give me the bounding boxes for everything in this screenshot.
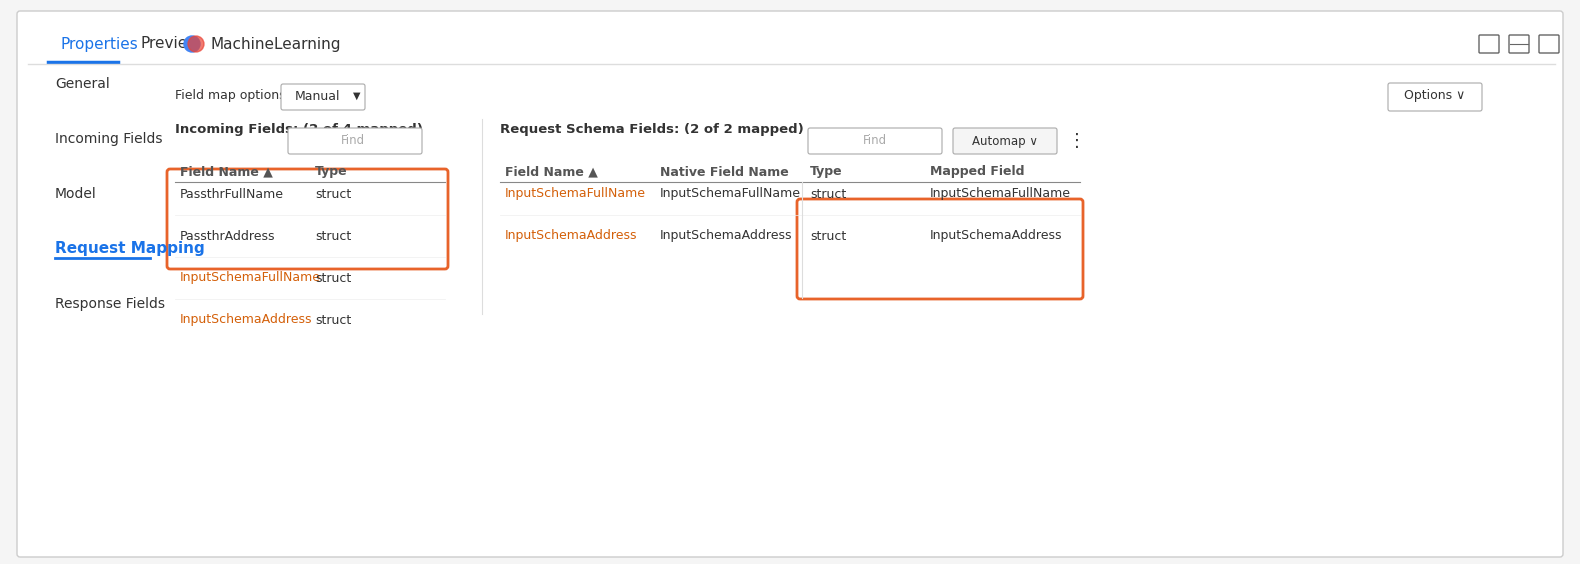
FancyBboxPatch shape — [1387, 83, 1482, 111]
Text: Find: Find — [341, 134, 365, 148]
FancyBboxPatch shape — [17, 11, 1563, 557]
Text: General: General — [55, 77, 109, 91]
Text: MachineLearning: MachineLearning — [210, 37, 341, 51]
Text: PassthrFullName: PassthrFullName — [180, 187, 284, 200]
Text: Mapped Field: Mapped Field — [931, 165, 1024, 178]
Text: InputSchemaFullName: InputSchemaFullName — [180, 271, 321, 284]
FancyBboxPatch shape — [953, 128, 1057, 154]
Text: InputSchemaAddress: InputSchemaAddress — [180, 314, 313, 327]
Text: struct: struct — [811, 187, 847, 200]
Text: InputSchemaFullName: InputSchemaFullName — [660, 187, 801, 200]
Text: Native Field Name: Native Field Name — [660, 165, 788, 178]
Text: struct: struct — [314, 314, 351, 327]
FancyBboxPatch shape — [167, 169, 449, 269]
Text: Options ∨: Options ∨ — [1405, 90, 1466, 103]
Text: Type: Type — [811, 165, 842, 178]
Text: Properties: Properties — [60, 37, 137, 51]
Text: struct: struct — [314, 187, 351, 200]
Text: Request Mapping: Request Mapping — [55, 241, 205, 257]
Text: Incoming Fields: (2 of 4 mapped): Incoming Fields: (2 of 4 mapped) — [175, 122, 423, 135]
Text: Find: Find — [863, 134, 886, 148]
FancyBboxPatch shape — [288, 128, 422, 154]
Text: InputSchemaFullName: InputSchemaFullName — [506, 187, 646, 200]
Circle shape — [188, 36, 204, 52]
Text: struct: struct — [314, 271, 351, 284]
Text: Model: Model — [55, 187, 96, 201]
Text: Preview: Preview — [141, 37, 199, 51]
Text: Automap ∨: Automap ∨ — [972, 134, 1038, 148]
Text: InputSchemaAddress: InputSchemaAddress — [660, 230, 793, 243]
Text: Incoming Fields: Incoming Fields — [55, 132, 163, 146]
Text: Manual: Manual — [295, 90, 341, 103]
FancyBboxPatch shape — [281, 84, 365, 110]
Text: struct: struct — [314, 230, 351, 243]
Text: InputSchemaAddress: InputSchemaAddress — [506, 230, 637, 243]
Circle shape — [183, 36, 201, 52]
Text: PassthrAddress: PassthrAddress — [180, 230, 275, 243]
Text: Type: Type — [314, 165, 348, 178]
Text: InputSchemaFullName: InputSchemaFullName — [931, 187, 1071, 200]
Text: struct: struct — [811, 230, 847, 243]
Text: Request Schema Fields: (2 of 2 mapped): Request Schema Fields: (2 of 2 mapped) — [499, 122, 804, 135]
FancyBboxPatch shape — [796, 199, 1082, 299]
Text: ⋮: ⋮ — [1068, 132, 1085, 150]
Text: Field Name ▲: Field Name ▲ — [506, 165, 597, 178]
FancyBboxPatch shape — [807, 128, 942, 154]
Text: ▼: ▼ — [352, 91, 360, 101]
Text: Field Name ▲: Field Name ▲ — [180, 165, 273, 178]
Text: InputSchemaAddress: InputSchemaAddress — [931, 230, 1062, 243]
Text: Response Fields: Response Fields — [55, 297, 164, 311]
Text: Field map options:: Field map options: — [175, 90, 289, 103]
